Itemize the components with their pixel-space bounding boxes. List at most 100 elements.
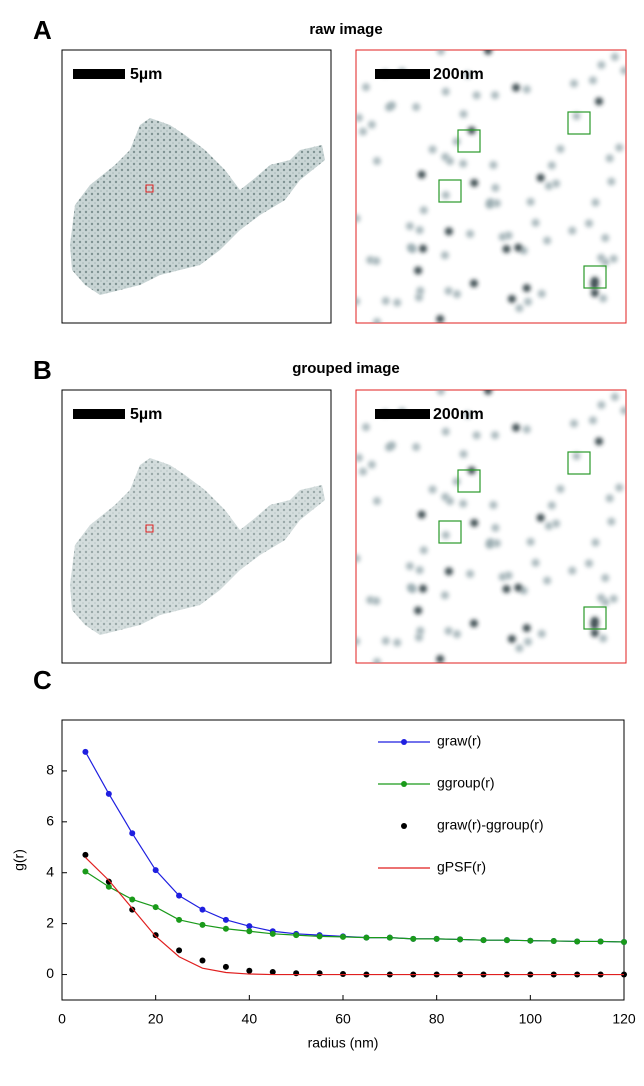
data-point (199, 906, 206, 913)
blob (459, 450, 468, 459)
legend-label: graw(r)-ggroup(r) (437, 817, 544, 833)
blob (466, 229, 475, 238)
blob (405, 562, 414, 571)
blob (522, 624, 531, 633)
panel-label: C (33, 665, 52, 695)
blob (466, 569, 475, 578)
blob (414, 293, 423, 302)
blob (588, 416, 597, 425)
data-point (129, 896, 136, 903)
blob (585, 219, 594, 228)
panel-title: grouped image (292, 360, 400, 377)
blob (444, 286, 453, 295)
blob (492, 539, 501, 548)
scale-bar (73, 69, 125, 79)
roi-box (145, 524, 154, 533)
blob (515, 304, 524, 313)
panel-label: B (33, 355, 52, 385)
blob (492, 199, 501, 208)
blob (552, 179, 561, 188)
blob (440, 251, 449, 260)
blob (588, 76, 597, 85)
data-point (176, 916, 183, 923)
blob (491, 91, 500, 100)
blob (436, 655, 445, 663)
blob (512, 423, 521, 432)
blob (522, 425, 531, 434)
scale-label: 5µm (130, 66, 162, 83)
y-tick-label: 0 (46, 965, 54, 981)
data-point (152, 867, 159, 874)
blob (599, 634, 608, 643)
blob (590, 276, 599, 285)
blob (601, 258, 610, 267)
y-tick-label: 2 (46, 914, 54, 930)
legend-marker (401, 739, 407, 745)
blob (523, 637, 532, 646)
blob (441, 531, 450, 540)
highlight-boxes (438, 111, 607, 289)
blob (568, 226, 577, 235)
blob (440, 591, 449, 600)
blob (491, 431, 500, 440)
blob (610, 52, 619, 61)
blob (366, 596, 375, 605)
blob (470, 518, 479, 527)
blob (591, 538, 600, 547)
blob (441, 191, 450, 200)
blob (522, 284, 531, 293)
blob (491, 523, 500, 532)
blob (522, 85, 531, 94)
blob (393, 298, 402, 307)
panel-title: raw image (309, 21, 382, 38)
blob (504, 571, 513, 580)
blob (417, 170, 426, 179)
data-point (621, 938, 627, 945)
blob (597, 60, 606, 69)
highlight-boxes (438, 451, 607, 630)
blob (444, 626, 453, 635)
blob (491, 183, 500, 192)
blob (484, 390, 493, 395)
data-point (105, 790, 112, 797)
blob (607, 517, 616, 526)
blob (556, 144, 565, 153)
legend-label: gPSF(r) (437, 859, 486, 875)
blob (537, 289, 546, 298)
x-tick-label: 60 (335, 1011, 351, 1027)
blob (414, 266, 423, 275)
y-tick-label: 8 (46, 762, 54, 778)
blob (601, 233, 610, 242)
blob (523, 297, 532, 306)
blob (472, 431, 481, 440)
blob (590, 289, 599, 298)
blob (570, 419, 579, 428)
roi-box (145, 184, 154, 193)
blob (356, 113, 363, 122)
data-point (152, 904, 159, 911)
blob (405, 222, 414, 231)
series-line (84, 857, 624, 976)
blob (547, 501, 556, 510)
blob (502, 585, 511, 594)
data-point (293, 932, 300, 939)
data-point (176, 892, 183, 899)
blob (489, 501, 498, 510)
blob (393, 638, 402, 647)
blob (570, 79, 579, 88)
blob (609, 254, 618, 263)
data-point (152, 932, 159, 939)
blob (436, 315, 445, 323)
blob (526, 537, 535, 546)
data-point (363, 934, 370, 941)
blob (419, 206, 428, 215)
blob (544, 182, 553, 191)
data-point (410, 935, 417, 942)
blob (359, 467, 368, 476)
blob (484, 50, 493, 55)
blob (356, 637, 361, 646)
data-point (527, 937, 534, 944)
data-point (480, 937, 487, 944)
data-point (340, 933, 346, 940)
blob (445, 157, 454, 166)
